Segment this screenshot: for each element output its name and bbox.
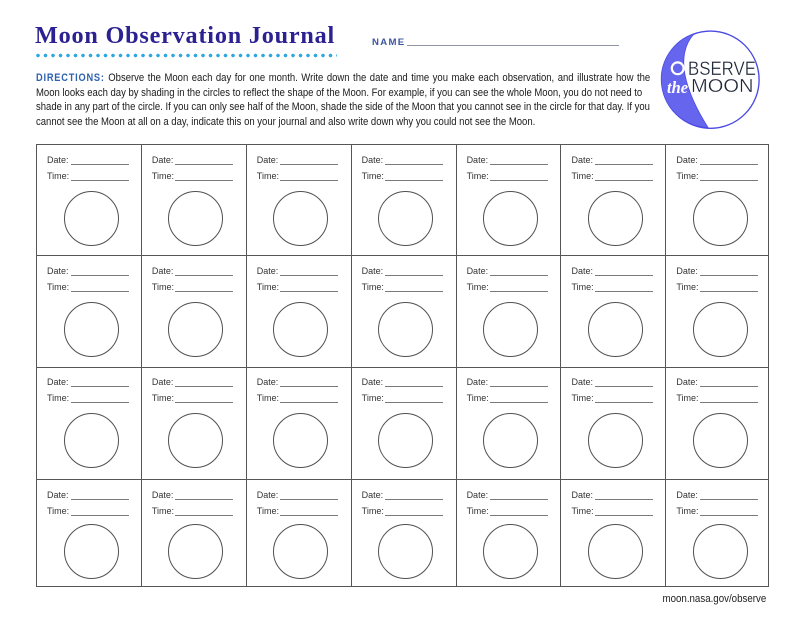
svg-text:BSERVE: BSERVE bbox=[688, 59, 756, 80]
svg-text:the: the bbox=[667, 78, 688, 97]
svg-text:MOON: MOON bbox=[691, 76, 754, 96]
